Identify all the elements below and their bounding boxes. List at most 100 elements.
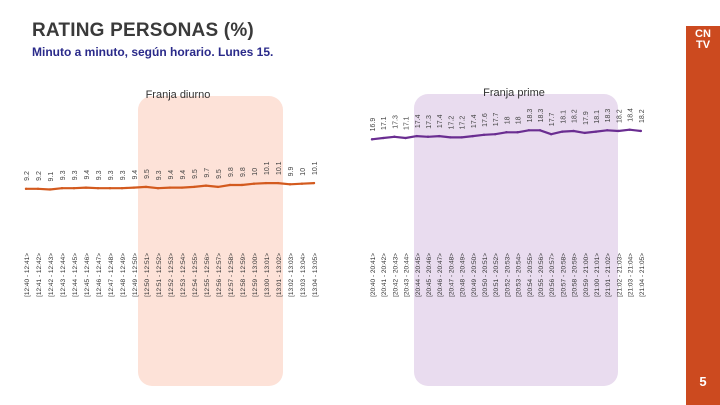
data-point-diurno <box>108 187 112 190</box>
x-tick-label-diurno: [12:48 - 12:49> <box>120 253 127 297</box>
data-label-prime: 18.3 <box>538 109 545 123</box>
data-label-diurno: 9.9 <box>288 167 295 177</box>
data-label-prime: 18 <box>516 116 523 124</box>
data-point-prime <box>449 136 452 139</box>
data-label-diurno: 10 <box>252 168 259 176</box>
data-label-prime: 17.4 <box>437 114 444 128</box>
x-tick-label-prime: [20:52 - 20:53> <box>504 253 511 297</box>
data-label-diurno: 9.5 <box>192 169 199 179</box>
data-point-prime <box>516 131 519 134</box>
data-label-diurno: 9.2 <box>24 171 31 181</box>
data-point-diurno <box>48 188 52 191</box>
data-point-diurno <box>264 181 268 185</box>
data-point-prime <box>482 133 486 137</box>
data-point-prime <box>606 129 609 132</box>
data-point-prime <box>382 136 385 140</box>
data-point-prime <box>415 134 418 138</box>
x-tick-label-diurno: [12:47 - 12:48> <box>108 253 115 297</box>
data-label-diurno: 9.3 <box>108 170 115 180</box>
x-tick-label-prime: [21:04 - 21:05> <box>639 253 646 297</box>
x-tick-label-diurno: [12:43 - 12:44> <box>60 253 67 297</box>
x-tick-label-prime: [21:00 - 21:01> <box>594 253 601 297</box>
x-tick-label-prime: [21:03 - 21:04> <box>628 253 635 297</box>
data-label-prime: 17.2 <box>460 116 467 130</box>
data-point-prime <box>572 129 575 133</box>
data-label-diurno: 9.8 <box>228 167 235 177</box>
data-label-diurno: 10.1 <box>276 161 283 175</box>
data-point-diurno <box>204 184 208 187</box>
x-tick-label-diurno: [12:45 - 12:46> <box>84 253 91 297</box>
page-number: 5 <box>699 374 707 389</box>
x-tick-label-prime: [20:56 - 20:57> <box>549 253 556 297</box>
data-point-prime <box>426 135 430 138</box>
data-label-prime: 17.2 <box>448 116 455 130</box>
x-tick-label-diurno: [13:01 - 13:02> <box>276 253 283 297</box>
data-label-prime: 17.3 <box>392 115 399 129</box>
data-point-prime <box>594 130 598 133</box>
data-point-diurno <box>84 186 88 189</box>
x-tick-label-diurno: [12:55 - 12:56> <box>204 253 211 297</box>
data-point-diurno <box>288 183 292 186</box>
data-label-prime: 18.3 <box>527 109 534 123</box>
data-point-prime <box>505 131 508 134</box>
data-point-diurno <box>180 186 184 189</box>
x-tick-label-prime: [20:45 - 20:46> <box>426 253 433 297</box>
x-tick-label-prime: [20:51 - 20:52> <box>493 253 500 297</box>
x-tick-label-prime: [20:43 - 20:44> <box>404 253 411 297</box>
data-label-prime: 17.7 <box>493 112 500 126</box>
data-point-diurno <box>216 185 220 189</box>
highlight-panel-prime <box>414 94 618 386</box>
x-tick-label-prime: [20:58 - 20:59> <box>572 253 579 297</box>
data-point-prime <box>438 134 441 138</box>
x-tick-label-diurno: [12:51 - 12:52> <box>156 253 163 297</box>
data-point-diurno <box>276 181 280 185</box>
data-label-prime: 17.1 <box>404 116 411 130</box>
data-point-prime <box>527 129 530 132</box>
chart-title: RATING PERSONAS (%) <box>32 20 254 41</box>
x-tick-label-diurno: [12:56 - 12:57> <box>216 253 223 297</box>
data-point-diurno <box>168 186 172 189</box>
data-label-diurno: 9.2 <box>36 171 43 181</box>
data-point-prime <box>639 129 642 133</box>
data-label-diurno: 9.4 <box>84 170 91 180</box>
data-point-prime <box>404 136 407 140</box>
data-point-prime <box>538 129 542 132</box>
data-label-prime: 18.3 <box>605 109 612 123</box>
data-label-diurno: 9.3 <box>156 170 163 180</box>
x-tick-label-diurno: [12:46 - 12:47> <box>96 253 103 297</box>
data-point-diurno <box>96 187 100 190</box>
x-tick-label-diurno: [12:42 - 12:43> <box>48 253 55 297</box>
data-label-diurno: 9.1 <box>48 172 55 182</box>
x-tick-label-diurno: [13:00 - 13:01> <box>264 253 271 297</box>
data-label-prime: 17.1 <box>381 116 388 130</box>
x-tick-label-diurno: [13:04 - 13:05> <box>312 253 319 297</box>
data-point-prime <box>370 138 374 141</box>
x-tick-label-diurno: [12:41 - 12:42> <box>36 253 43 297</box>
x-tick-label-diurno: [13:02 - 13:03> <box>288 253 295 297</box>
data-point-diurno <box>36 187 40 191</box>
x-tick-label-diurno: [12:40 - 12:41> <box>24 253 31 297</box>
data-label-prime: 18.1 <box>560 110 567 124</box>
x-tick-label-diurno: [12:54 - 12:55> <box>192 253 199 297</box>
x-tick-label-prime: [20:40 - 20:41> <box>370 253 377 297</box>
x-tick-label-prime: [20:54 - 20:55> <box>527 253 534 297</box>
data-label-diurno: 9.3 <box>60 170 67 180</box>
data-label-diurno: 10 <box>300 168 307 176</box>
data-label-diurno: 9.3 <box>72 170 79 180</box>
data-label-prime: 18.2 <box>639 109 646 123</box>
data-label-diurno: 9.4 <box>180 170 187 180</box>
data-label-prime: 17.7 <box>549 112 556 126</box>
data-label-diurno: 9.3 <box>96 170 103 180</box>
x-tick-label-diurno: [12:52 - 12:53> <box>168 253 175 297</box>
x-tick-label-prime: [20:47 - 20:48> <box>448 253 455 297</box>
x-tick-label-prime: [20:55 - 20:56> <box>538 253 545 297</box>
highlight-panel-diurno <box>138 96 283 386</box>
data-label-prime: 17.4 <box>471 114 478 128</box>
x-tick-label-prime: [20:41 - 20:42> <box>381 253 388 297</box>
data-point-diurno <box>192 185 196 189</box>
x-tick-label-prime: [21:02 - 21:03> <box>616 253 623 297</box>
data-label-prime: 18.4 <box>628 108 635 122</box>
x-tick-label-prime: [21:01 - 21:02> <box>605 253 612 297</box>
data-point-diurno <box>312 181 316 185</box>
